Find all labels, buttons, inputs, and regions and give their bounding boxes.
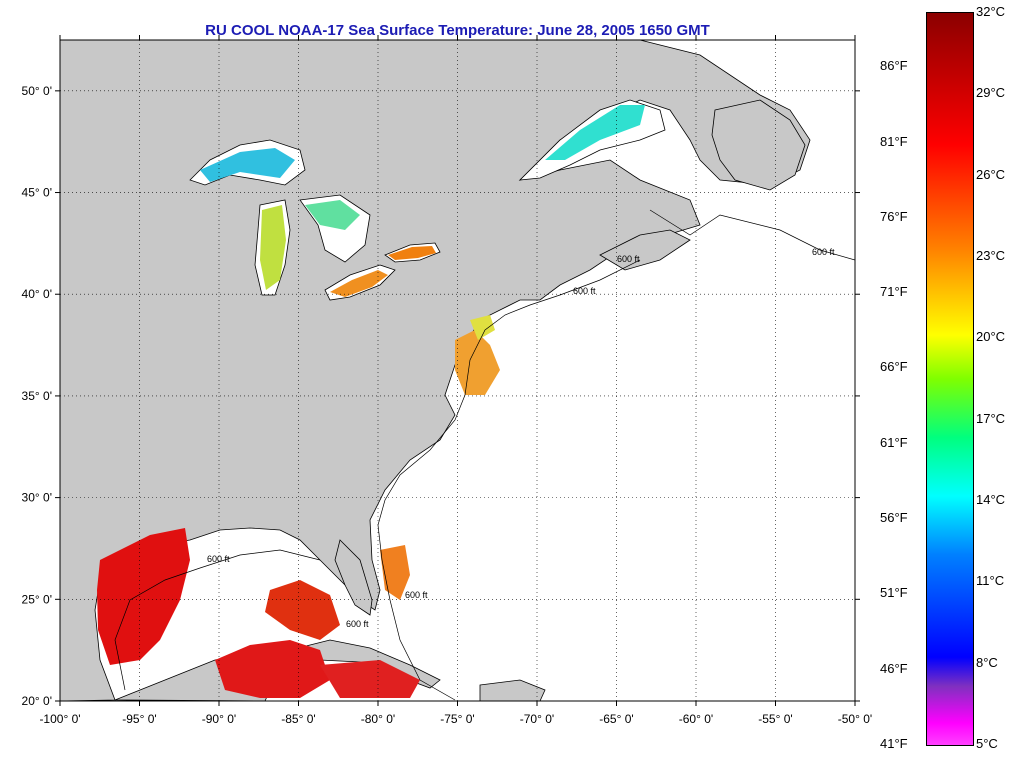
sst-gulf-south — [215, 640, 330, 698]
lon-tick-label: -75° 0' — [440, 712, 474, 726]
colorbar-celsius-label: 8°C — [976, 654, 998, 670]
lon-tick-label: -90° 0' — [202, 712, 236, 726]
lon-tick-label: -50° 0' — [838, 712, 872, 726]
lat-tick-label: 30° 0' — [22, 491, 52, 505]
lon-tick-label: -100° 0' — [39, 712, 80, 726]
colorbar-fahrenheit-label: 46°F — [880, 660, 908, 676]
colorbar-celsius-label: 26°C — [976, 166, 1006, 182]
colorbar-celsius-label: 14°C — [976, 492, 1006, 507]
colorbar-celsius-label: 32°C — [976, 4, 1006, 19]
colorbar-celsius-label: 11°C — [976, 573, 1005, 589]
sst-caribbean — [320, 660, 420, 698]
colorbar-fahrenheit-label: 56°F — [880, 510, 908, 526]
sst-st-lawrence — [545, 105, 645, 160]
colorbar-fahrenheit-label: 81°F — [880, 133, 908, 149]
colorbar-fahrenheit-label: 71°F — [880, 284, 908, 300]
lat-tick-label: 40° 0' — [22, 287, 52, 301]
sst-nj-coast — [470, 315, 495, 340]
sst-huron — [305, 200, 360, 230]
sst-michigan — [260, 205, 286, 290]
land-florida — [334, 539, 373, 616]
lon-tick-label: -70° 0' — [520, 712, 554, 726]
sst-ontario — [388, 246, 436, 260]
contour-label: 600 ft — [207, 554, 230, 564]
map-plot-area — [60, 40, 855, 701]
temperature-colorbar — [926, 12, 974, 746]
colorbar-fahrenheit-label: 51°F — [880, 585, 908, 601]
map-title: RU COOL NOAA-17 Sea Surface Temperature:… — [205, 22, 710, 39]
lat-tick-label: 35° 0' — [22, 389, 52, 403]
lon-tick-label: -85° 0' — [281, 712, 315, 726]
colorbar-celsius-label: 23°C — [976, 248, 1006, 263]
colorbar-celsius-label: 5°C — [976, 736, 998, 751]
colorbar-fahrenheit-label: 76°F — [880, 208, 908, 224]
contour-600ft — [114, 209, 855, 701]
lon-tick-label: -55° 0' — [758, 712, 792, 726]
sst-gulf-west — [97, 528, 190, 665]
contour-label: 600 ft — [812, 247, 835, 257]
colorbar-fahrenheit-label: 61°F — [880, 434, 908, 450]
lon-tick-label: -95° 0' — [122, 712, 156, 726]
colorbar-fahrenheit-label: 66°F — [880, 359, 908, 375]
colorbar-celsius-label: 20°C — [976, 329, 1006, 345]
axis-ticks — [55, 35, 860, 706]
colorbar-fahrenheit-label: 41°F — [880, 736, 908, 751]
contour-label: 600 ft — [573, 286, 596, 296]
land-nova-scotia — [599, 229, 691, 271]
graticule — [60, 40, 855, 701]
contour-labels: 600 ft 600 ft 600 ft 600 ft 600 ft 600 f… — [207, 247, 835, 629]
sst-superior — [200, 148, 295, 182]
land-hispaniola — [479, 679, 546, 701]
lat-tick-label: 45° 0' — [22, 186, 52, 200]
colorbar-fahrenheit-label: 86°F — [880, 58, 908, 74]
contour-label: 600 ft — [617, 254, 640, 264]
lon-tick-label: -80° 0' — [361, 712, 395, 726]
contour-label: 600 ft — [346, 619, 369, 629]
lat-tick-label: 50° 0' — [22, 84, 52, 98]
land-newfoundland — [711, 99, 806, 191]
lat-tick-label: 20° 0' — [22, 694, 52, 708]
lon-tick-label: -60° 0' — [679, 712, 713, 726]
colorbar-celsius-label: 17°C — [976, 410, 1006, 426]
sst-erie — [330, 270, 388, 297]
lat-tick-label: 25° 0' — [22, 592, 52, 606]
axis-labels: -100° 0' -95° 0' -90° 0' -85° 0' -80° 0' -75°… — [22, 84, 873, 726]
sst-gulf-center — [265, 580, 340, 640]
colorbar-celsius-label: 29°C — [976, 85, 1006, 101]
lon-tick-label: -65° 0' — [599, 712, 633, 726]
sst-chesapeake — [455, 330, 500, 395]
contour-label: 600 ft — [405, 590, 428, 600]
